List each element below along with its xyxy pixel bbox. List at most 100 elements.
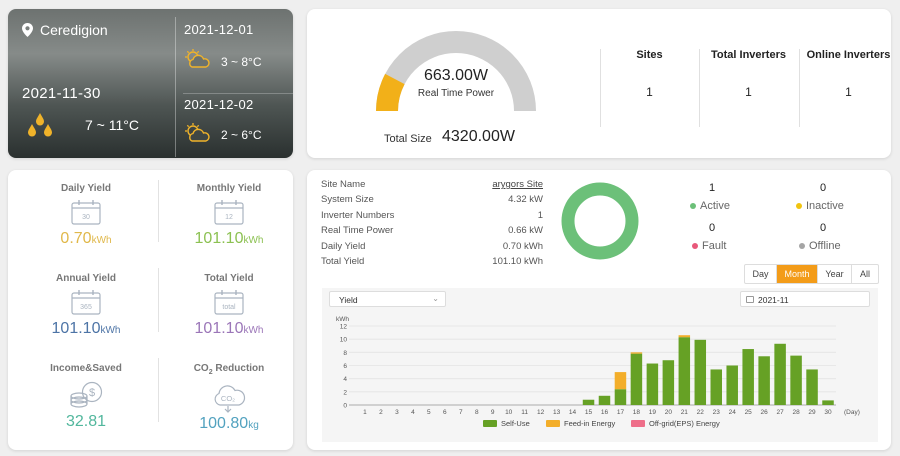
active-status: Active bbox=[690, 200, 730, 212]
calendar-icon-text: 30 bbox=[82, 214, 90, 221]
x-tick-label: 13 bbox=[553, 409, 561, 416]
yield-number: 101.10 bbox=[194, 230, 244, 247]
tab-month[interactable]: Month bbox=[777, 265, 818, 283]
legend-label: Self-Use bbox=[501, 419, 530, 428]
info-value: 0.70 kWh bbox=[502, 241, 543, 252]
stat-divider bbox=[799, 49, 800, 127]
stat-divider bbox=[699, 49, 700, 127]
legend-off-grid[interactable]: Off-grid(EPS) Energy bbox=[631, 419, 720, 428]
daily-yield: Daily Yield 30 0.70kWh bbox=[15, 183, 157, 248]
tab-all[interactable]: All bbox=[859, 269, 870, 279]
legend-label: Feed-in Energy bbox=[564, 419, 616, 428]
bar-segment bbox=[678, 337, 691, 405]
x-tick-label: 15 bbox=[585, 409, 593, 416]
y-tick-label: 10 bbox=[340, 337, 348, 344]
y-tick-label: 8 bbox=[343, 350, 347, 357]
calendar-icon-text: 12 bbox=[225, 214, 233, 221]
bar-segment bbox=[582, 399, 595, 405]
donut-ring bbox=[561, 182, 639, 260]
metric-select[interactable]: Yield ⌄ bbox=[329, 291, 446, 307]
status-label: Fault bbox=[702, 240, 727, 252]
inactive-count: 0 bbox=[819, 182, 827, 194]
x-tick-label: 29 bbox=[808, 409, 816, 416]
y-tick-label: 6 bbox=[343, 363, 347, 370]
x-tick-label: 4 bbox=[411, 409, 415, 416]
weather-card: Ceredigion 2021-11-30 7 ~ 11°C 2021-12-0… bbox=[8, 9, 293, 158]
inverter-status-donut bbox=[561, 182, 639, 260]
calendar-icon-text: total bbox=[222, 304, 236, 311]
x-tick-label: 25 bbox=[745, 409, 753, 416]
power-gauge bbox=[376, 31, 536, 112]
partly-cloudy-icon bbox=[185, 49, 210, 68]
info-key: Inverter Numbers bbox=[321, 210, 395, 221]
y-tick-label: 2 bbox=[343, 389, 347, 396]
info-value: 0.66 kW bbox=[508, 225, 543, 236]
stat-total-inverters: Total Inverters 1 bbox=[699, 49, 798, 99]
calendar-icon-text: 365 bbox=[80, 304, 92, 311]
stat-sites: Sites 1 bbox=[600, 49, 699, 99]
stat-label: Online Inverters bbox=[806, 49, 891, 61]
bar-segment bbox=[742, 349, 754, 405]
co2-cloud-icon: CO₂ bbox=[214, 385, 246, 413]
x-tick-label: 8 bbox=[475, 409, 479, 416]
real-time-power-label: Real Time Power bbox=[417, 88, 495, 99]
daily-yield-value: 0.70kWh bbox=[15, 230, 157, 248]
stat-online-inverters: Online Inverters 1 bbox=[799, 49, 898, 99]
fault-status: Fault bbox=[692, 240, 726, 252]
info-value: 101.10 kWh bbox=[492, 256, 543, 267]
bar-segment bbox=[822, 400, 834, 405]
income-saved-value: 32.81 bbox=[65, 413, 107, 430]
weather-location: Ceredigion bbox=[22, 22, 108, 38]
month-picker[interactable]: 2021-11 bbox=[740, 291, 870, 307]
yield-summary-card: Daily Yield 30 0.70kWh Monthly Yield 12 … bbox=[8, 170, 293, 450]
legend-swatch bbox=[546, 420, 560, 427]
bar-segment bbox=[614, 389, 627, 405]
bar-segment bbox=[662, 360, 675, 405]
legend-feed-in[interactable]: Feed-in Energy bbox=[546, 419, 615, 428]
legend-label: Off-grid(EPS) Energy bbox=[649, 419, 720, 428]
legend-swatch bbox=[631, 420, 645, 427]
forecast-temp-2: 2 ~ 6°C bbox=[221, 128, 262, 142]
legend-self-use[interactable]: Self-Use bbox=[483, 419, 530, 428]
yield-divider bbox=[158, 268, 159, 332]
fault-dot-icon bbox=[692, 243, 698, 249]
offline-status: Offline bbox=[799, 240, 841, 252]
today-date: 2021-11-30 bbox=[22, 85, 101, 102]
bar-segment bbox=[774, 343, 786, 405]
site-name-link[interactable]: arygors Site bbox=[492, 179, 543, 190]
yield-number: 0.70 bbox=[60, 230, 92, 247]
x-tick-label: 16 bbox=[601, 409, 609, 416]
x-tick-label: 6 bbox=[443, 409, 447, 416]
active-count: 1 bbox=[708, 182, 716, 194]
info-value: 4.32 kW bbox=[508, 194, 543, 205]
site-overview-card: Site Name arygors Site System Size 4.32 … bbox=[307, 170, 891, 450]
x-tick-label: 27 bbox=[776, 409, 784, 416]
yield-unit: kWh bbox=[100, 325, 121, 336]
stat-label: Sites bbox=[636, 49, 663, 61]
x-tick-label: 3 bbox=[395, 409, 399, 416]
x-tick-label: 5 bbox=[427, 409, 431, 416]
offline-count: 0 bbox=[819, 222, 827, 234]
x-tick-label: 12 bbox=[537, 409, 545, 416]
x-tick-label: 1 bbox=[363, 409, 367, 416]
info-key: Site Name bbox=[321, 179, 366, 190]
co2-label-sub: 2 bbox=[208, 369, 213, 376]
x-tick-label: 9 bbox=[491, 409, 495, 416]
yield-chart-panel: Yield ⌄ 2021-11 0 2 4 6 8 10 12 kWh 1 2 3 4 5 6 7 8 9 10 1… bbox=[322, 288, 878, 442]
month-picker-value: 2021-11 bbox=[758, 295, 789, 305]
daily-yield-label: Daily Yield bbox=[60, 183, 112, 194]
calendar-icon: 30 bbox=[71, 200, 101, 225]
total-size-value: 4320.00W bbox=[442, 128, 515, 145]
rain-drops-icon bbox=[28, 113, 52, 137]
bar-segment bbox=[598, 395, 611, 405]
x-tick-label: 24 bbox=[729, 409, 737, 416]
today-temperature: 7 ~ 11°C bbox=[85, 117, 139, 133]
y-tick-label: 12 bbox=[340, 324, 348, 331]
tab-year[interactable]: Year bbox=[818, 265, 852, 283]
x-tick-label: 11 bbox=[521, 409, 528, 416]
tab-day[interactable]: Day bbox=[745, 265, 777, 283]
co2-reduction: CO2 Reduction CO₂ 100.80kg bbox=[158, 363, 300, 433]
x-tick-label: 30 bbox=[824, 409, 832, 416]
forecast-temp-1: 3 ~ 8°C bbox=[221, 55, 262, 69]
